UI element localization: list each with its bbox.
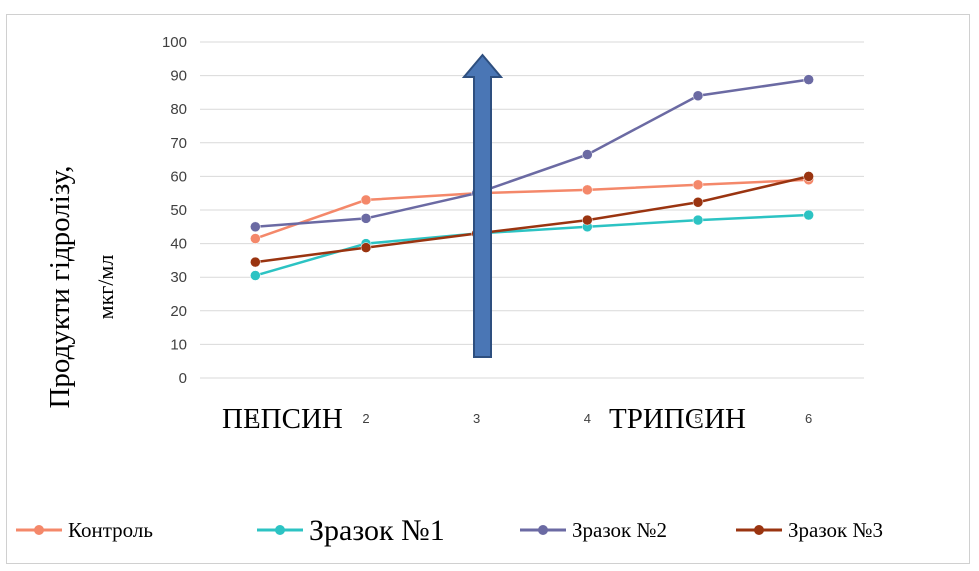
y-tick-label: 0 xyxy=(179,370,187,387)
y-tick-label: 100 xyxy=(162,34,187,51)
x-tick-label: 5 xyxy=(694,411,701,426)
legend-item: Зразок №3 xyxy=(736,518,883,542)
annotation-pepsin: ПЕПСИН xyxy=(222,403,343,435)
y-tick-label: 60 xyxy=(170,168,187,185)
series-line xyxy=(255,78,809,229)
data-point xyxy=(582,149,593,160)
data-point xyxy=(360,194,372,206)
x-tick-label: 2 xyxy=(362,411,369,426)
y-tick-label: 50 xyxy=(170,202,187,219)
y-tick-label: 20 xyxy=(170,303,187,320)
y-axis-ticks: 0 10 20 30 40 50 60 70 80 90 100 xyxy=(162,34,187,387)
data-point xyxy=(803,171,814,182)
y-tick-label: 90 xyxy=(170,68,187,85)
legend-label: Зразок №1 xyxy=(309,514,445,547)
data-point xyxy=(803,74,814,85)
legend-label: Зразок №3 xyxy=(788,518,883,542)
data-point xyxy=(582,214,593,226)
series-line xyxy=(254,178,809,240)
data-point xyxy=(250,221,261,233)
y-tick-label: 30 xyxy=(170,269,187,286)
y-axis-unit-label: мкг/мл xyxy=(93,255,118,320)
data-point xyxy=(692,90,704,102)
series-lines xyxy=(250,74,814,281)
y-tick-label: 10 xyxy=(170,336,187,353)
legend-item: Зразок №2 xyxy=(520,518,667,542)
data-point xyxy=(250,270,261,281)
legend-swatch-marker xyxy=(754,525,764,535)
legend-swatch-marker xyxy=(275,525,285,535)
series-0 xyxy=(250,174,814,244)
legend-swatch-marker xyxy=(538,525,548,535)
y-tick-label: 70 xyxy=(170,135,187,152)
x-tick-label: 1 xyxy=(252,411,259,426)
legend-label: Зразок №2 xyxy=(572,518,667,542)
arrow-shape xyxy=(461,53,504,358)
y-tick-label: 40 xyxy=(170,236,187,253)
data-point xyxy=(692,179,704,191)
x-tick-label: 3 xyxy=(473,411,480,426)
data-point xyxy=(360,213,372,224)
y-axis-label: Продукти гідролізу, xyxy=(44,165,76,408)
data-point xyxy=(692,197,704,208)
legend-swatch-marker xyxy=(34,525,44,535)
legend-item: Контроль xyxy=(16,518,153,542)
x-tick-label: 4 xyxy=(584,411,591,426)
y-tick-label: 80 xyxy=(170,101,187,118)
data-point xyxy=(250,233,261,244)
data-point xyxy=(803,209,814,221)
series-2 xyxy=(250,74,814,233)
legend-label: Контроль xyxy=(68,518,153,542)
annotation-trypsin: ТРИПСИН xyxy=(609,403,746,435)
gridlines xyxy=(200,41,864,379)
legend-item: Зразок №1 xyxy=(257,514,445,547)
data-point xyxy=(250,256,261,268)
x-axis-ticks: 1 2 3 4 5 6 xyxy=(252,411,813,426)
legend: Контроль Зразок №1 Зразок №2 Зразок №3 xyxy=(16,514,883,547)
data-point xyxy=(360,242,372,253)
data-point xyxy=(582,184,593,196)
data-point xyxy=(692,214,704,226)
series-line xyxy=(255,175,809,264)
chart-frame xyxy=(6,14,970,564)
up-arrow xyxy=(461,53,504,358)
series-line xyxy=(254,213,809,277)
x-tick-label: 6 xyxy=(805,411,812,426)
